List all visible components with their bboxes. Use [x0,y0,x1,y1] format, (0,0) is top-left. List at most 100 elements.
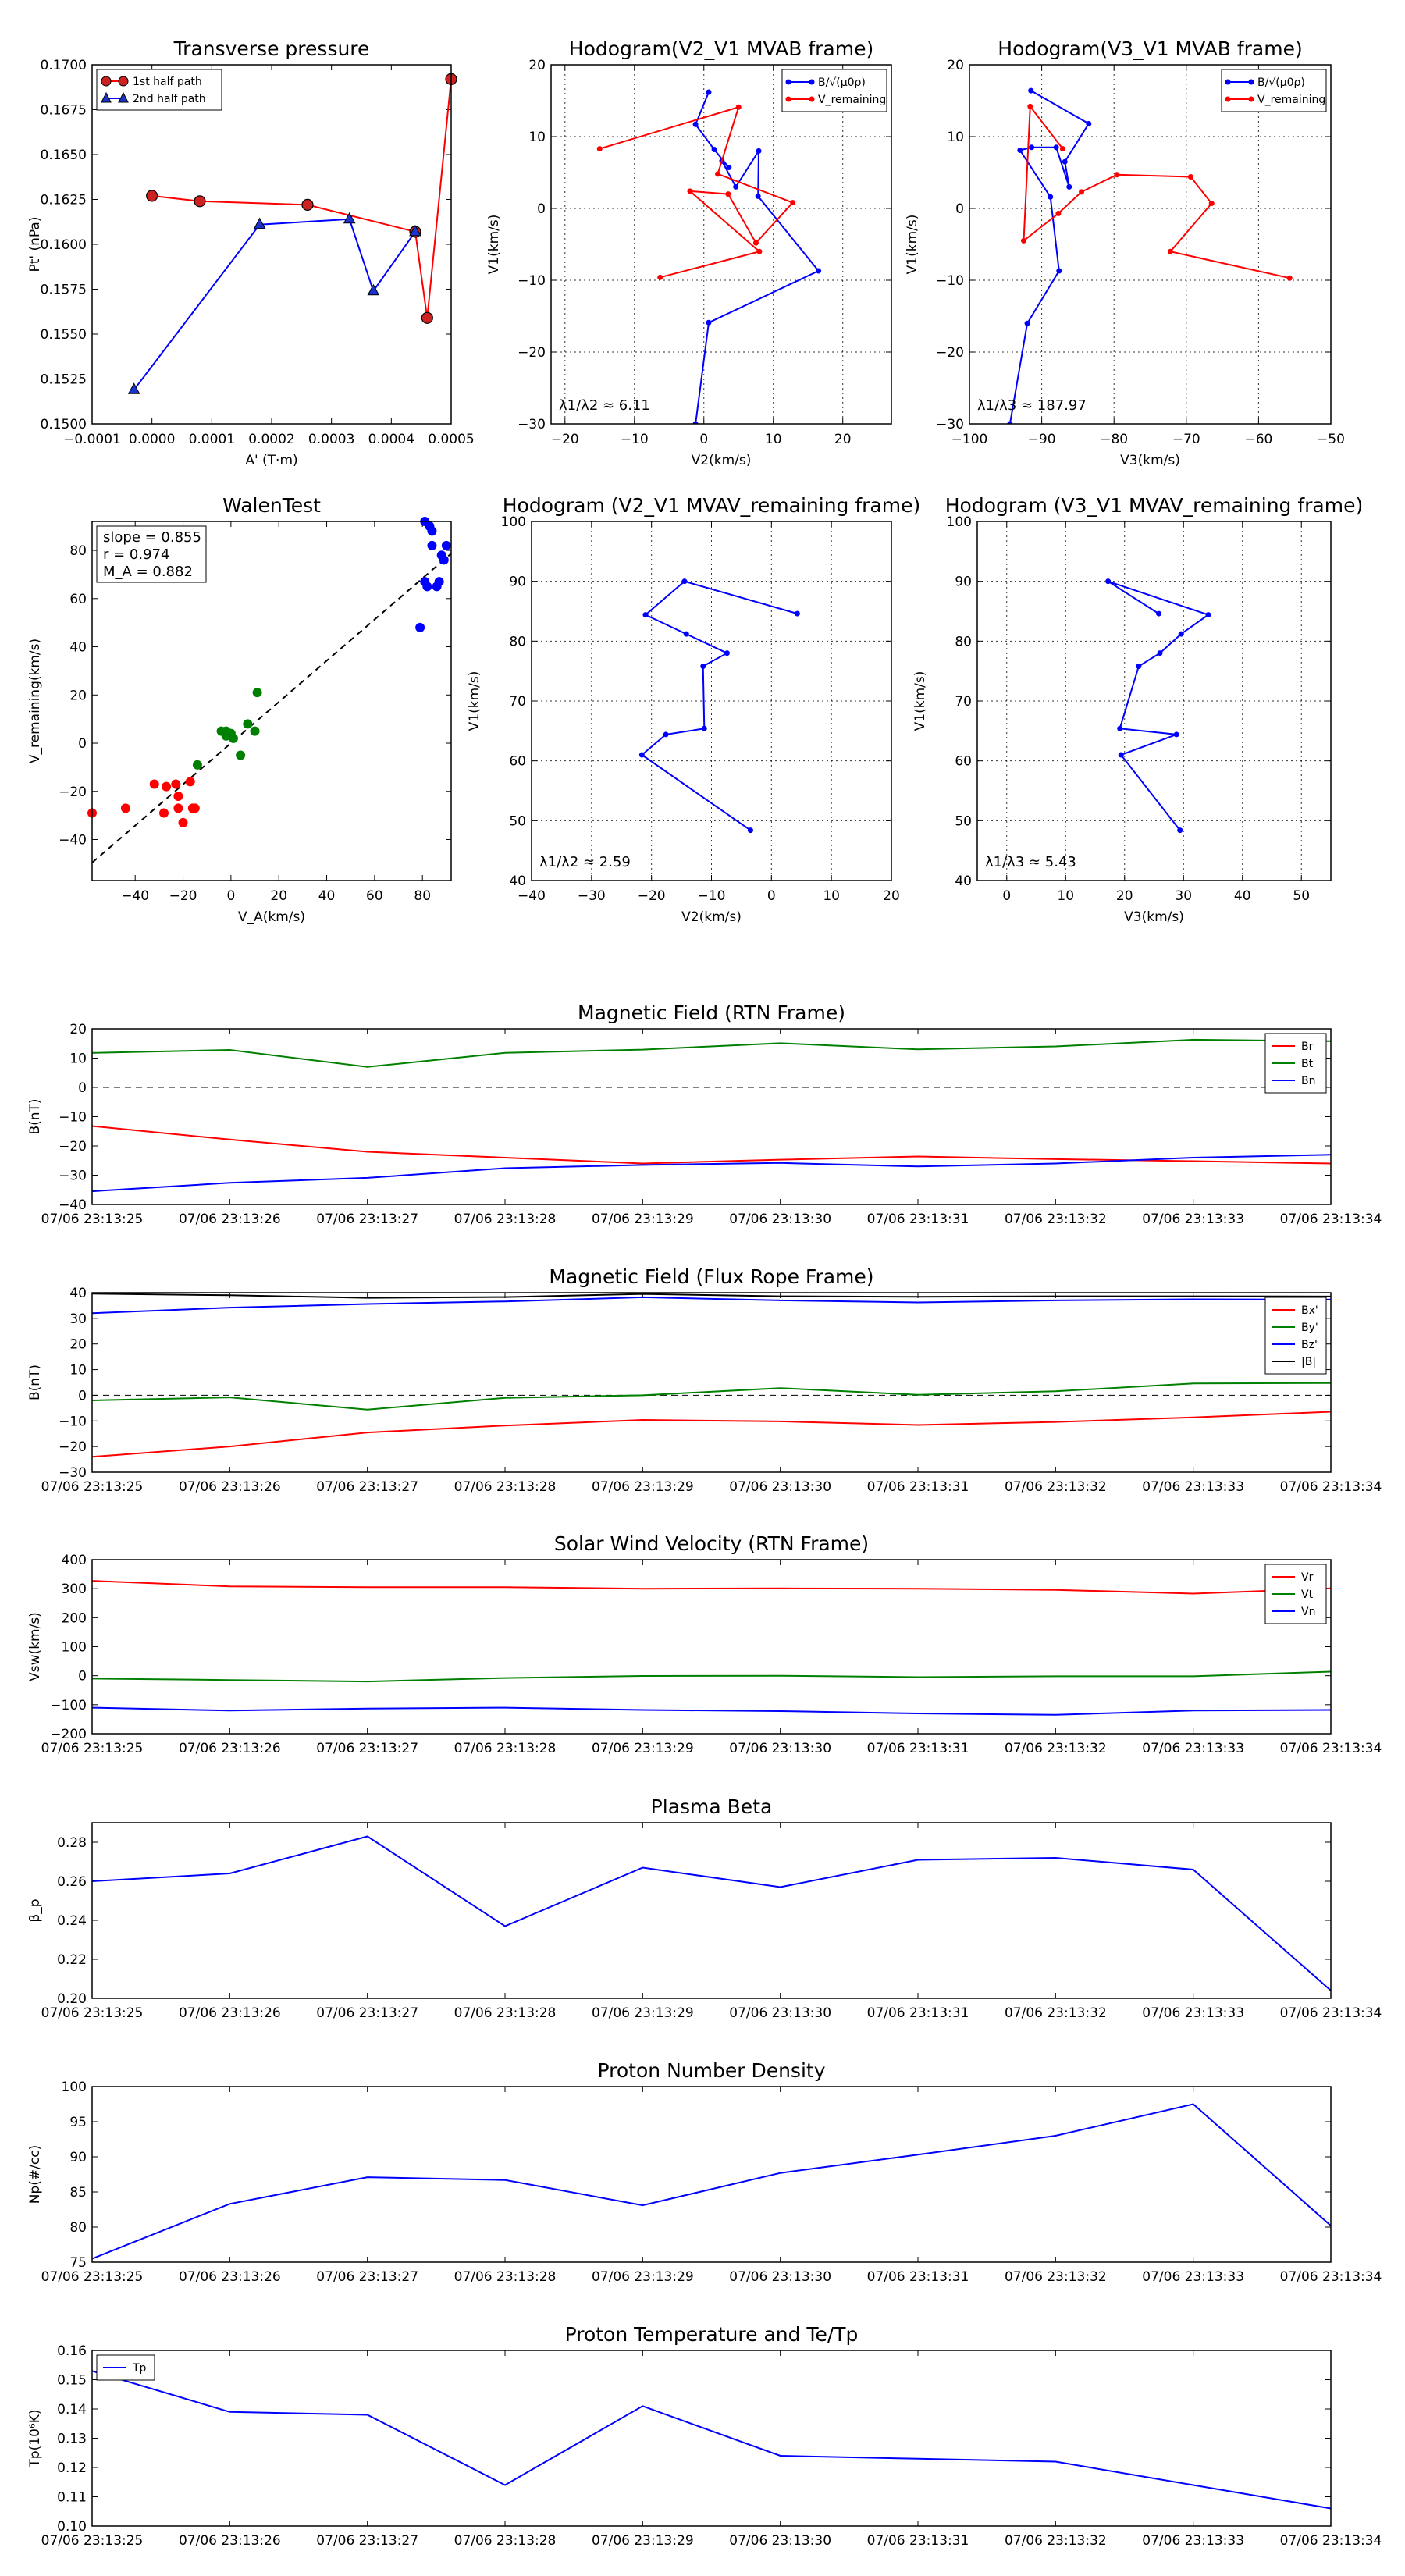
b_fr-xtick-label: 07/06 23:13:34 [1280,1479,1382,1495]
h3-point [724,650,730,656]
b_rtn-ytick-label: −10 [59,1110,87,1126]
tp-ytick-label: 0.1525 [41,372,87,388]
chart-h2: Hodogram(V3_V1 MVAB frame)−30−20−1001020… [905,37,1345,468]
tp_temp-xtick-label: 07/06 23:13:32 [1005,2533,1107,2549]
tp_temp-legend-label: Tp [132,2362,147,2375]
tp-series-1st-half-line [151,79,452,318]
b_fr-ytick-label: 20 [69,1337,87,1353]
h1-ytick-label: −20 [518,345,546,361]
np-ytick-label: 85 [69,2185,87,2201]
beta-ytick-label: 0.22 [57,1952,87,1968]
b_fr-ytick-label: 30 [69,1311,87,1327]
tp_temp-ytick-label: 0.13 [57,2432,87,2447]
tp_temp-xtick-label: 07/06 23:13:28 [454,2533,557,2549]
np-xtick-label: 07/06 23:13:25 [41,2269,144,2285]
h3-xtick-label: −20 [638,888,666,904]
beta-ytick-label: 0.24 [57,1913,87,1929]
h3-ylabel: V1(km/s) [467,671,482,731]
chart-b_rtn: Magnetic Field (RTN Frame) −40 −30 −20 −10 0 1… [27,1002,1382,1227]
walen-xtick-label: −40 [121,888,149,904]
walen-stat-line: slope = 0.855 [103,529,201,546]
beta-ytick-label: 0.26 [57,1874,87,1890]
walen-point [159,808,169,818]
chart-transverse-pressure: Transverse pressure 0.1500 0.1525 0.1550 0.1… [27,37,475,468]
b_rtn-legend-label: Bn [1301,1075,1315,1087]
h1-point [596,146,603,152]
h1-point [706,319,712,326]
walen-xtick-label: −20 [169,888,197,904]
h1-legend-label: B/√(μ0ρ) [818,76,866,89]
beta-xtick-label: 07/06 23:13:26 [179,2005,281,2021]
h1-point [692,121,699,127]
tp_temp-ytick-label: 0.12 [57,2460,87,2476]
h2-series-group [1007,87,1293,424]
h1-xtick-label: 20 [834,432,852,447]
chart-h4: Hodogram (V3_V1 MVAV_remaining frame) 40 5… [912,494,1363,925]
h2-point [1020,237,1026,244]
h2-point [1017,147,1023,153]
walen-point [173,791,183,801]
b_rtn-xtick-label: 07/06 23:13:28 [454,1212,557,1227]
vsw-ytick-label: 400 [62,1553,87,1568]
tp-legend-marker [118,91,129,103]
h2-xtick-label: −90 [1028,432,1056,447]
beta-ylabel: β_p [27,1898,43,1922]
h3-xtick-label: 0 [767,888,776,904]
tp-point-2nd-half [367,283,380,296]
h2-point [1062,158,1068,165]
h1-eigen-ratio: λ1/λ2 ≈ 6.11 [559,397,650,414]
h3-point [794,610,800,617]
b_rtn-ytick-label: 10 [69,1051,87,1067]
walen-point [178,817,188,827]
tp-plot-frame [91,64,452,425]
h4-ytick-label: 50 [955,813,972,829]
h2-eigen-ratio: λ1/λ3 ≈ 187.97 [977,397,1087,414]
h1-point [706,89,712,95]
h2-point [1027,103,1033,109]
h1-point [657,274,663,280]
walen-stats-box [96,525,207,583]
h1-series-group [596,89,822,424]
h3-point [683,631,689,637]
h2-legend-marker [1248,96,1254,102]
h2-point [1066,183,1072,190]
tp_temp-ytick-label: 0.11 [57,2490,87,2506]
h3-ytick-label: 40 [509,873,526,889]
tp-xlabel: A' (T·m) [245,453,297,468]
h1-legend-label: V_remaining [818,94,886,106]
b_fr-plot-frame [91,1292,1332,1473]
tp_temp-ylabel: Tp(10⁶K) [27,2409,43,2467]
b_rtn-xtick-label: 07/06 23:13:30 [729,1212,831,1227]
b_rtn-xtick-label: 07/06 23:13:27 [316,1212,418,1227]
h2-point [1053,144,1059,151]
tp_temp-series-tp [91,2370,1332,2510]
beta-plot-frame [91,1822,1332,1999]
h1-point [687,188,693,194]
b_fr-xtick-label: 07/06 23:13:33 [1142,1479,1244,1495]
beta-xtick-label: 07/06 23:13:28 [454,2005,557,2021]
walen-ytick-label: 60 [69,592,87,607]
vsw-xtick-label: 07/06 23:13:31 [867,1741,969,1756]
h4-ytick-label: 90 [955,575,972,590]
h2-ytick-label: 0 [955,201,964,217]
walen-xlabel: V_A(km/s) [238,909,305,925]
h3-plot-frame [531,521,892,881]
walen-xtick-label: 80 [414,888,431,904]
h1-xtick-label: 10 [765,432,782,447]
np-title: Proton Number Density [598,2059,826,2082]
vsw-xtick-label: 07/06 23:13:34 [1280,1741,1382,1756]
h4-xtick-label: 20 [1116,888,1133,904]
vsw-series-vn [91,1706,1332,1716]
h2-xtick-label: −70 [1172,432,1200,447]
h2-point [1208,201,1215,207]
b_fr-legend-label: By' [1301,1322,1318,1334]
vsw-legend-label: Vr [1301,1571,1314,1584]
h3-xtick-label: −30 [578,888,606,904]
np-ytick-label: 100 [62,2080,87,2095]
chart-beta: Plasma Beta 0.20 0.22 0.24 0.26 0.28 β_p 07/06 … [27,1795,1382,2021]
h1-point [692,421,699,424]
h2-point [1114,172,1120,178]
h4-point [1157,650,1163,656]
h1-plot-frame [550,64,892,425]
walen-point [190,803,200,813]
